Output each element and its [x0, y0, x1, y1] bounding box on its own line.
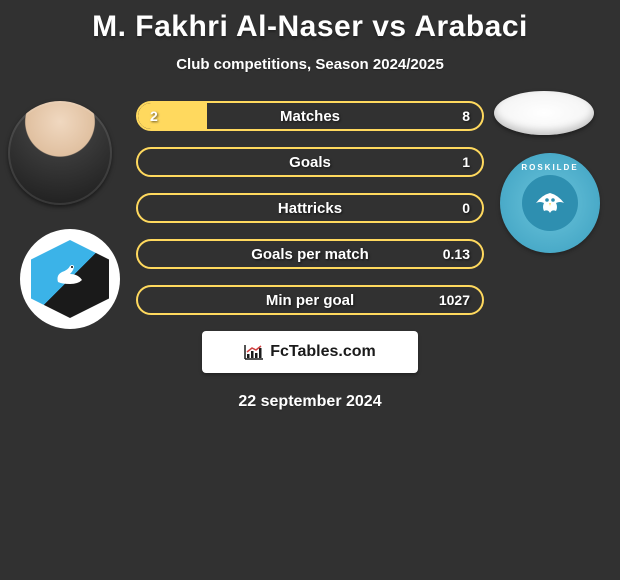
stat-value-right: 0: [462, 200, 470, 216]
stat-value-right: 1: [462, 154, 470, 170]
brand-text: FcTables.com: [270, 343, 376, 361]
club-left-logo: [20, 229, 120, 329]
chart-icon: [244, 344, 264, 360]
club-right-badge-icon: [522, 175, 578, 231]
date-label: 22 september 2024: [0, 393, 620, 411]
stat-bar: Goals 1: [136, 147, 484, 177]
stat-label: Matches: [280, 108, 340, 125]
brand-badge: FcTables.com: [202, 331, 418, 373]
club-left-badge-icon: [31, 240, 109, 318]
comparison-content: ROSKILDE 2 Matches 8 Goals 1 Hattricks 0 Goals …: [0, 101, 620, 315]
stat-label: Hattricks: [278, 200, 342, 217]
stat-value-right: 8: [462, 108, 470, 124]
swan-icon: [50, 260, 90, 290]
stat-bar: Min per goal 1027: [136, 285, 484, 315]
stat-value-right: 0.13: [443, 246, 470, 262]
stat-bar: 2 Matches 8: [136, 101, 484, 131]
bar-fill: [138, 103, 207, 129]
eagle-icon: [532, 189, 568, 217]
stat-label: Goals: [289, 154, 331, 171]
player-left-avatar: [8, 101, 112, 205]
club-right-label: ROSKILDE: [521, 163, 578, 172]
stat-label: Min per goal: [266, 292, 354, 309]
page-subtitle: Club competitions, Season 2024/2025: [0, 56, 620, 73]
stat-bar: Hattricks 0: [136, 193, 484, 223]
player-right-avatar: [494, 91, 594, 135]
page-title: M. Fakhri Al-Naser vs Arabaci: [0, 0, 620, 44]
stat-value-left: 2: [150, 108, 158, 124]
stat-value-right: 1027: [439, 292, 470, 308]
comparison-bars: 2 Matches 8 Goals 1 Hattricks 0 Goals per match…: [136, 101, 484, 315]
stat-bar: Goals per match 0.13: [136, 239, 484, 269]
stat-label: Goals per match: [251, 246, 369, 263]
club-right-logo: ROSKILDE: [500, 153, 600, 253]
